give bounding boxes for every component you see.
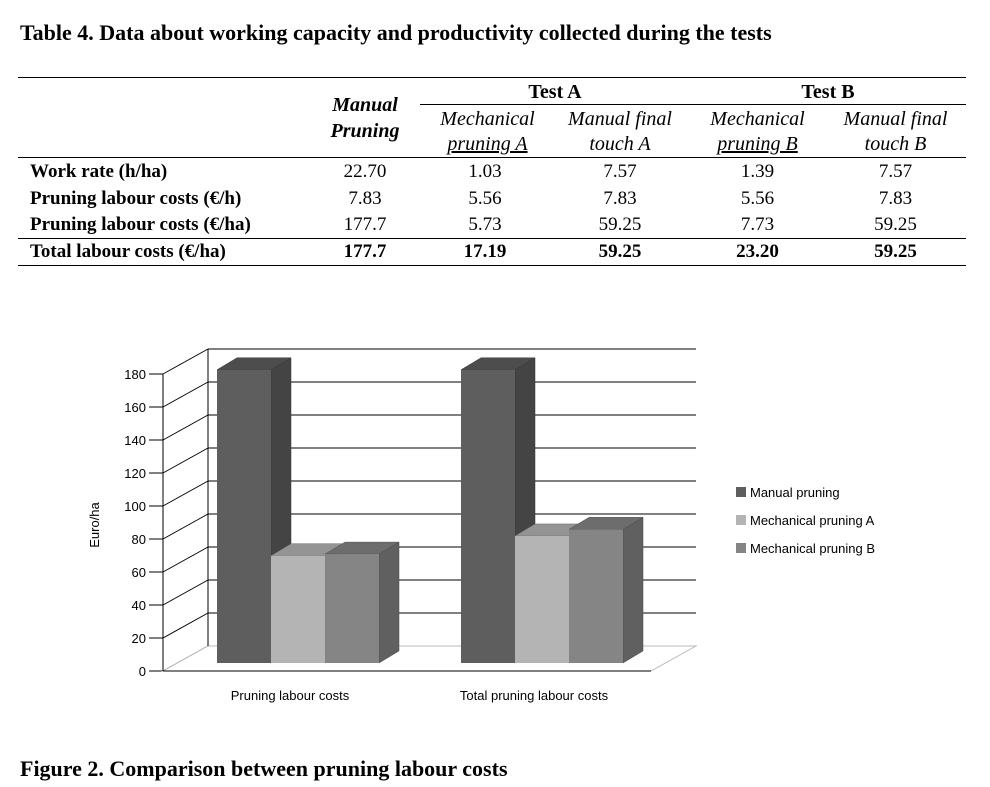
header-test-a: Test A: [528, 81, 582, 103]
row-label: Pruning labour costs (€/h): [30, 188, 242, 209]
bar: [271, 555, 325, 663]
header-mech-a-line2: pruning A: [447, 133, 528, 155]
header-manual-line1: Manual: [332, 94, 398, 116]
header-mech-a: Mechanical pruning A: [420, 107, 555, 157]
legend-swatch: [736, 543, 746, 553]
header-final-a: Manual final touch A: [550, 107, 690, 157]
grid-diagonal: [162, 612, 209, 639]
row-label: Work rate (h/ha): [30, 161, 168, 182]
bar: [515, 535, 569, 663]
legend-label: Mechanical pruning A: [750, 513, 875, 528]
table-title: Table 4. Data about working capacity and…: [20, 20, 772, 45]
grid-diagonal: [162, 513, 209, 540]
y-tick-label: 60: [132, 565, 146, 580]
header-final-b: Manual final touch B: [825, 107, 966, 157]
legend-label: Manual pruning: [750, 485, 840, 500]
table-cell: 7.73: [740, 214, 775, 235]
bar: [325, 554, 379, 663]
row-label: Pruning labour costs (€/ha): [30, 214, 251, 235]
header-final-b-line1: Manual final: [843, 108, 948, 130]
table-cell: 59.25: [598, 214, 642, 235]
grid-diagonal: [162, 579, 209, 606]
header-final-b-line2: touch B: [864, 133, 927, 155]
bar-side: [378, 541, 400, 664]
y-tick-label: 140: [124, 433, 146, 448]
y-tick-label: 100: [124, 499, 146, 514]
table-cell: 59.25: [874, 214, 917, 235]
figure-caption: Figure 2. Comparison between pruning lab…: [20, 756, 508, 781]
table-cell: 5.73: [468, 214, 502, 235]
y-tick-label: 120: [124, 466, 146, 481]
header-bottom-rule: [18, 157, 966, 158]
header-test-b: Test B: [801, 81, 855, 103]
legend-swatch: [736, 487, 746, 497]
header-mech-b: Mechanical pruning B: [690, 107, 825, 157]
y-tick-label: 180: [124, 367, 146, 382]
grid-diagonal: [162, 381, 209, 408]
table-cell: 7.57: [878, 161, 913, 182]
y-tick-label: 80: [132, 532, 146, 547]
table-cell: 1.03: [468, 161, 502, 182]
y-tick-label: 20: [132, 631, 146, 646]
y-axis-title: Euro/ha: [87, 501, 102, 547]
table-cell: 59.25: [598, 241, 642, 262]
legend-label: Mechanical pruning B: [750, 541, 875, 556]
x-category-label: Total pruning labour costs: [460, 688, 609, 703]
table-cell: 7.83: [348, 188, 382, 209]
table-cell: 5.56: [468, 188, 502, 209]
table-top-rule: [18, 77, 966, 78]
grid-diagonal: [162, 447, 209, 474]
table-cell: 177.7: [343, 214, 387, 235]
y-tick-label: 40: [132, 598, 146, 613]
y-tick-label: 0: [139, 664, 146, 679]
table-cell: 17.19: [463, 241, 507, 262]
grid-diagonal: [162, 414, 209, 441]
header-mech-b-line2: pruning B: [717, 133, 798, 155]
table-cell: 7.83: [878, 188, 913, 209]
test-header-rule: [420, 104, 966, 105]
y-tick-label: 160: [124, 400, 146, 415]
grid-diagonal: [162, 348, 209, 375]
grid-diagonal: [162, 480, 209, 507]
table-cell: 22.70: [343, 161, 387, 182]
x-category-label: Pruning labour costs: [231, 688, 350, 703]
table-bottom-rule: [18, 265, 966, 266]
row-label: Total labour costs (€/ha): [30, 241, 226, 262]
bar: [461, 369, 515, 663]
header-mech-a-line1: Mechanical: [440, 108, 535, 130]
header-mech-b-line1: Mechanical: [710, 108, 805, 130]
table-cell: 7.57: [603, 161, 637, 182]
table-cell: 59.25: [874, 241, 917, 262]
bar-side: [622, 516, 644, 664]
table-cell: 7.83: [603, 188, 637, 209]
bar: [569, 529, 623, 663]
grid-diagonal: [162, 546, 209, 573]
header-manual-pruning: Manual Pruning: [310, 92, 420, 144]
header-final-a-line1: Manual final: [568, 108, 672, 130]
table-cell: 1.39: [740, 161, 775, 182]
legend-swatch: [736, 515, 746, 525]
table-cell: 5.56: [740, 188, 775, 209]
total-row-rule: [18, 238, 966, 239]
header-manual-line2: Pruning: [330, 120, 400, 142]
header-final-a-line2: touch A: [589, 133, 651, 155]
bar: [217, 369, 271, 663]
table-cell: 23.20: [736, 241, 779, 262]
table-cell: 177.7: [343, 241, 387, 262]
